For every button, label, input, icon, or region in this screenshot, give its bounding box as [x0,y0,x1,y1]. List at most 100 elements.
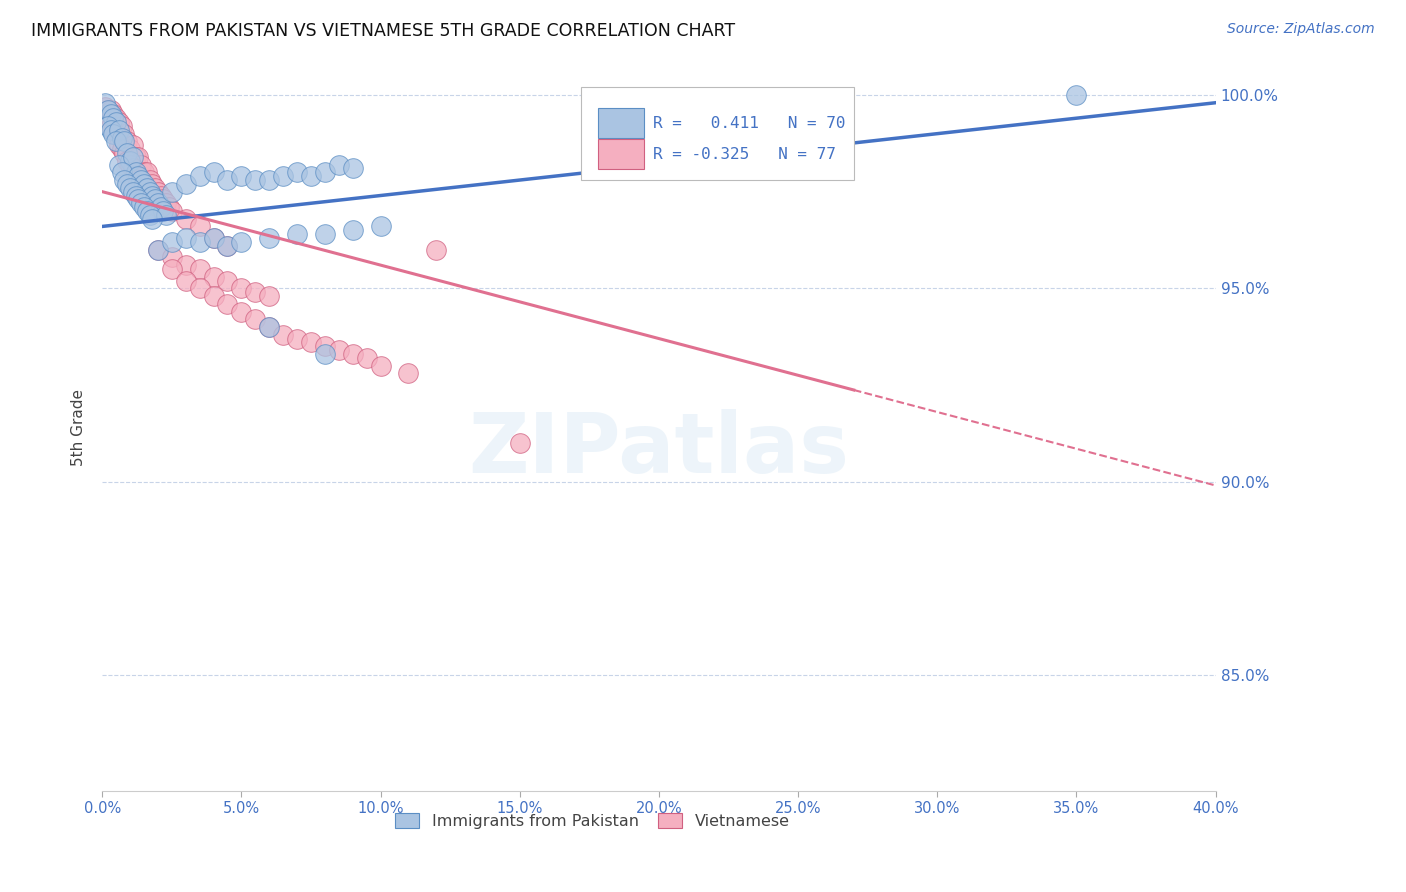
Point [143,196,166,211]
Point [138,208,160,222]
Point [132,200,155,214]
FancyBboxPatch shape [598,139,644,169]
Point [155,208,177,222]
Point [124,188,146,202]
Point [231,235,253,249]
Point [121,150,143,164]
Point [124,169,146,184]
Point [155,196,177,211]
Point [135,204,157,219]
Point [117,146,139,161]
Point [103,107,125,121]
Point [231,304,253,318]
Point [188,169,211,184]
Point [124,165,146,179]
Point [132,165,155,179]
Point [202,269,225,284]
Point [138,173,160,187]
Text: R = -0.325   N = 77: R = -0.325 N = 77 [654,147,837,162]
Point [132,181,155,195]
Point [117,177,139,191]
Point [271,327,294,342]
Point [135,165,157,179]
Point [114,173,136,187]
Point [143,193,166,207]
Point [146,243,169,257]
Point [356,351,378,365]
Point [342,161,364,176]
Point [152,204,174,219]
Point [285,165,308,179]
Point [103,127,125,141]
Point [114,146,136,161]
Point [160,235,183,249]
Point [188,281,211,295]
Point [105,115,128,129]
Point [129,173,152,187]
Point [108,123,131,137]
Point [118,181,141,195]
Point [100,103,122,118]
Point [97,115,120,129]
Point [160,204,183,219]
Point [188,235,211,249]
Point [100,107,122,121]
Point [117,135,139,149]
Point [174,231,197,245]
Point [314,165,336,179]
Point [285,227,308,242]
Point [146,200,169,214]
Point [118,142,141,156]
Point [138,185,160,199]
Point [217,297,239,311]
Point [105,127,128,141]
Point [100,119,122,133]
Point [94,95,117,110]
Point [108,115,131,129]
Text: Source: ZipAtlas.com: Source: ZipAtlas.com [1227,22,1375,37]
Point [328,158,350,172]
Point [396,367,419,381]
Point [111,165,134,179]
Point [157,200,180,214]
Point [174,211,197,226]
Point [231,169,253,184]
Point [127,193,149,207]
Text: R =   0.411   N = 70: R = 0.411 N = 70 [654,116,846,131]
Point [135,181,157,195]
Point [105,135,128,149]
Y-axis label: 5th Grade: 5th Grade [72,389,86,466]
Legend: Immigrants from Pakistan, Vietnamese: Immigrants from Pakistan, Vietnamese [388,806,796,835]
Point [314,227,336,242]
Point [174,177,197,191]
FancyBboxPatch shape [598,108,644,138]
Point [111,142,134,156]
Point [127,173,149,187]
Point [121,138,143,153]
Point [217,239,239,253]
Point [257,289,280,303]
Point [141,188,163,202]
Point [202,165,225,179]
Point [100,123,122,137]
Point [299,335,322,350]
Point [217,239,239,253]
Text: ZIPatlas: ZIPatlas [468,409,849,490]
Point [174,258,197,272]
Text: IMMIGRANTS FROM PAKISTAN VS VIETNAMESE 5TH GRADE CORRELATION CHART: IMMIGRANTS FROM PAKISTAN VS VIETNAMESE 5… [31,22,735,40]
Point [285,332,308,346]
Point [135,185,157,199]
Point [425,243,447,257]
Point [160,185,183,199]
Point [202,289,225,303]
Point [217,173,239,187]
Point [146,243,169,257]
Point [141,211,163,226]
Point [138,188,160,202]
Point [129,177,152,191]
Point [121,185,143,199]
Point [118,153,141,168]
Point [188,219,211,234]
Point [97,103,120,118]
Point [94,99,117,113]
